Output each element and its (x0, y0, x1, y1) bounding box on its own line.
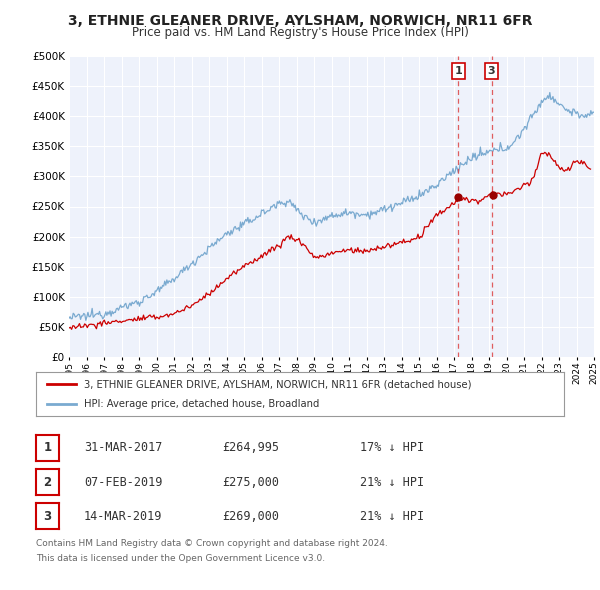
Text: This data is licensed under the Open Government Licence v3.0.: This data is licensed under the Open Gov… (36, 554, 325, 563)
Text: 1: 1 (455, 66, 462, 76)
Text: Contains HM Land Registry data © Crown copyright and database right 2024.: Contains HM Land Registry data © Crown c… (36, 539, 388, 548)
Text: 2: 2 (43, 476, 52, 489)
Text: 17% ↓ HPI: 17% ↓ HPI (360, 441, 424, 454)
Text: 21% ↓ HPI: 21% ↓ HPI (360, 476, 424, 489)
Text: £275,000: £275,000 (222, 476, 279, 489)
Text: 3, ETHNIE GLEANER DRIVE, AYLSHAM, NORWICH, NR11 6FR (detached house): 3, ETHNIE GLEANER DRIVE, AYLSHAM, NORWIC… (83, 379, 471, 389)
Text: HPI: Average price, detached house, Broadland: HPI: Average price, detached house, Broa… (83, 399, 319, 408)
Text: 3: 3 (488, 66, 496, 76)
Text: 21% ↓ HPI: 21% ↓ HPI (360, 510, 424, 523)
Text: 3: 3 (43, 510, 52, 523)
Text: Price paid vs. HM Land Registry's House Price Index (HPI): Price paid vs. HM Land Registry's House … (131, 26, 469, 39)
Text: 07-FEB-2019: 07-FEB-2019 (84, 476, 163, 489)
Text: 3, ETHNIE GLEANER DRIVE, AYLSHAM, NORWICH, NR11 6FR: 3, ETHNIE GLEANER DRIVE, AYLSHAM, NORWIC… (68, 14, 532, 28)
Text: 14-MAR-2019: 14-MAR-2019 (84, 510, 163, 523)
Text: £269,000: £269,000 (222, 510, 279, 523)
Text: 31-MAR-2017: 31-MAR-2017 (84, 441, 163, 454)
Text: £264,995: £264,995 (222, 441, 279, 454)
Text: 1: 1 (43, 441, 52, 454)
